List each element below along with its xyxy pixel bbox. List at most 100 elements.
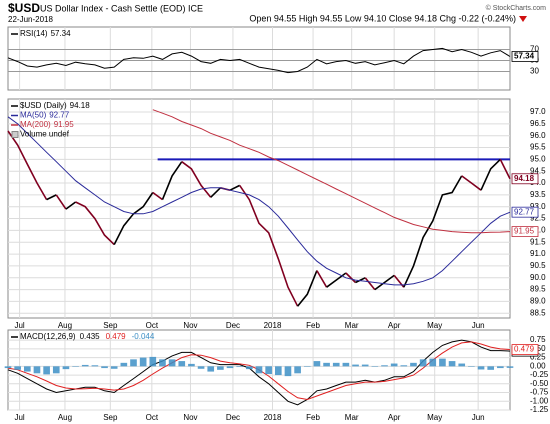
histogram-bar <box>352 364 359 367</box>
legend-value: 92.77 <box>49 111 70 120</box>
x-tick-label: May <box>427 413 442 422</box>
histogram-bar <box>14 366 21 370</box>
value-box <box>511 226 539 237</box>
histogram-bar <box>506 366 514 368</box>
histogram-bar <box>91 365 99 367</box>
series-line <box>345 272 357 284</box>
series-line <box>364 277 376 291</box>
series-line <box>46 194 57 201</box>
histogram-bar <box>149 356 157 367</box>
series-line <box>75 201 115 246</box>
histogram-bar <box>303 366 311 367</box>
y-tick-label: 95.5 <box>530 143 546 152</box>
x-tick-label: Feb <box>306 321 320 330</box>
x-tick-label: Aug <box>58 321 72 330</box>
legend-value: 57.34 <box>51 29 72 38</box>
series-line <box>229 184 241 191</box>
histogram-bar <box>130 359 137 367</box>
histogram-bar <box>159 359 166 367</box>
x-tick-label: Sep <box>103 321 118 330</box>
y-tick-label: 89.5 <box>530 285 546 294</box>
y-tick-label: 89.0 <box>530 297 546 306</box>
histogram-bar <box>410 362 417 367</box>
x-tick-label: Apr <box>388 413 401 422</box>
x-tick-label: Oct <box>146 413 159 422</box>
x-tick-label: Sep <box>103 413 118 422</box>
y-tick-label: 93.5 <box>530 190 546 199</box>
legend-label: MA(50) <box>20 111 47 120</box>
histogram-bar <box>120 362 128 367</box>
histogram-bar <box>246 366 253 370</box>
histogram-bar <box>72 366 79 367</box>
x-tick-label: Dec <box>226 413 240 422</box>
histogram-bar <box>178 361 186 367</box>
series-line <box>7 130 48 201</box>
legend-label: $USD (Daily) <box>20 101 67 110</box>
histogram-bar <box>168 359 176 367</box>
series-line <box>7 116 511 286</box>
legend-value: -0.044 <box>132 332 155 341</box>
series-line <box>152 109 511 234</box>
x-tick-label: Jun <box>472 413 485 422</box>
histogram-bar <box>400 365 408 367</box>
y-tick-label: -0.75 <box>530 388 549 397</box>
value-box <box>511 51 539 62</box>
y-tick-label: 92.5 <box>530 214 546 223</box>
series-line <box>7 47 511 74</box>
x-tick-label: 2018 <box>264 413 282 422</box>
histogram-bar <box>371 366 379 367</box>
x-tick-label: Aug <box>58 413 72 422</box>
series-line <box>181 161 212 198</box>
y-tick-label: 94.5 <box>530 166 546 175</box>
y-tick-label: 90.5 <box>530 261 546 270</box>
x-tick-label: Mar <box>345 321 359 330</box>
histogram-bar <box>217 366 224 370</box>
value-box-label: 0.479 <box>514 345 535 354</box>
value-box-label: 57.34 <box>514 52 535 61</box>
y-tick-label: -0.25 <box>530 370 549 379</box>
x-tick-label: Apr <box>388 321 401 330</box>
series-line <box>326 272 347 288</box>
histogram-bar <box>294 366 301 374</box>
legend-label: Volume undef <box>20 130 70 139</box>
histogram-bar <box>197 366 205 369</box>
series-line <box>374 274 395 291</box>
series-line <box>355 277 366 284</box>
y-tick-label: 96.5 <box>530 119 546 128</box>
x-tick-label: Jul <box>14 321 24 330</box>
symbol: $USD <box>8 1 40 15</box>
histogram-bar <box>497 366 504 369</box>
legend-value: 0.479 <box>106 332 127 341</box>
histogram-bar <box>62 366 70 370</box>
series-line <box>499 159 511 180</box>
series-line <box>316 270 328 288</box>
y-tick-label: 90.0 <box>530 273 546 282</box>
value-box <box>511 344 539 355</box>
series-line <box>210 187 221 198</box>
x-tick-label: Jul <box>14 413 24 422</box>
histogram-bar <box>323 362 330 367</box>
y-tick-label: 96.0 <box>530 131 546 140</box>
x-tick-label: Jun <box>472 321 485 330</box>
histogram-bar <box>332 362 340 367</box>
value-box-label: 92.77 <box>514 207 535 216</box>
y-tick-label: 0.00 <box>530 361 546 370</box>
x-tick-label: 2018 <box>264 321 282 330</box>
histogram-bar <box>448 361 456 367</box>
histogram-bar <box>4 366 12 369</box>
x-tick-label: Nov <box>183 321 197 330</box>
y-tick-label: -0.50 <box>530 379 549 388</box>
histogram-bar <box>226 366 234 369</box>
legend-label: MACD(12,26,9) <box>20 332 76 341</box>
histogram-bar <box>284 366 292 377</box>
series-line <box>55 194 67 210</box>
x-tick-label: Nov <box>183 413 197 422</box>
histogram-bar <box>43 366 50 375</box>
histogram-bar <box>313 361 321 367</box>
histogram-bar <box>439 358 446 367</box>
series-line <box>152 191 163 201</box>
y-tick-label: 95.0 <box>530 154 546 163</box>
series-line <box>296 270 318 307</box>
y-tick-label: -1.00 <box>530 396 549 405</box>
